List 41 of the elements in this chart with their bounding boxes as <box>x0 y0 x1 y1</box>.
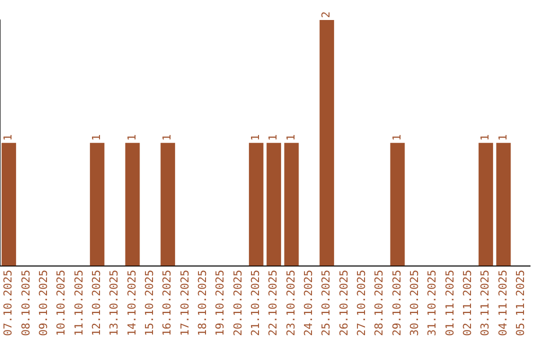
x-tick-label: 25.10.2025 <box>320 270 333 336</box>
x-tick-label: 08.10.2025 <box>19 270 32 336</box>
data-label: 1 <box>266 134 280 141</box>
x-tick-label: 11.10.2025 <box>72 270 86 336</box>
x-tick-label: 19.10.2025 <box>214 270 227 336</box>
x-tick-label: 23.10.2025 <box>284 270 298 336</box>
x-tick-label: 22.10.2025 <box>266 270 280 336</box>
x-tick-label: 04.11.2025 <box>496 270 510 336</box>
data-label: 2 <box>320 11 333 18</box>
data-label: 1 <box>160 134 174 141</box>
x-tick-label: 13.10.2025 <box>108 270 121 336</box>
data-label: 1 <box>125 134 138 141</box>
x-tick-label: 14.10.2025 <box>125 270 138 336</box>
x-tick-label: 31.10.2025 <box>426 270 439 336</box>
x-tick-label: 26.10.2025 <box>337 270 350 336</box>
data-label: 1 <box>478 134 492 141</box>
data-label: 1 <box>90 134 104 141</box>
data-label: 1 <box>390 134 404 141</box>
data-label: 1 <box>496 134 510 141</box>
x-tick-label: 16.10.2025 <box>160 270 174 336</box>
x-tick-label: 15.10.2025 <box>143 270 156 336</box>
x-tick-label: 24.10.2025 <box>302 270 316 336</box>
x-tick-label: 05.11.2025 <box>514 270 528 336</box>
x-tick-label: 17.10.2025 <box>178 270 192 336</box>
data-label: 1 <box>2 134 15 141</box>
x-tick-label: 18.10.2025 <box>196 270 210 336</box>
x-tick-label: 03.11.2025 <box>478 270 492 336</box>
x-tick-label: 10.10.2025 <box>54 270 68 336</box>
x-tick-label: 30.10.2025 <box>408 270 422 336</box>
x-tick-label: 21.10.2025 <box>249 270 262 336</box>
x-tick-label: 29.10.2025 <box>390 270 404 336</box>
x-tick-label: 27.10.2025 <box>355 270 368 336</box>
x-tick-label: 20.10.2025 <box>231 270 244 336</box>
x-tick-label: 07.10.2025 <box>2 270 15 336</box>
data-label: 1 <box>249 134 262 141</box>
x-tick-label: 28.10.2025 <box>372 270 386 336</box>
data-label: 1 <box>284 134 298 141</box>
x-tick-label: 01.11.2025 <box>443 270 456 336</box>
x-tick-label: 02.11.2025 <box>461 270 474 336</box>
x-tick-label: 12.10.2025 <box>90 270 104 336</box>
x-tick-label: 09.10.2025 <box>37 270 50 336</box>
